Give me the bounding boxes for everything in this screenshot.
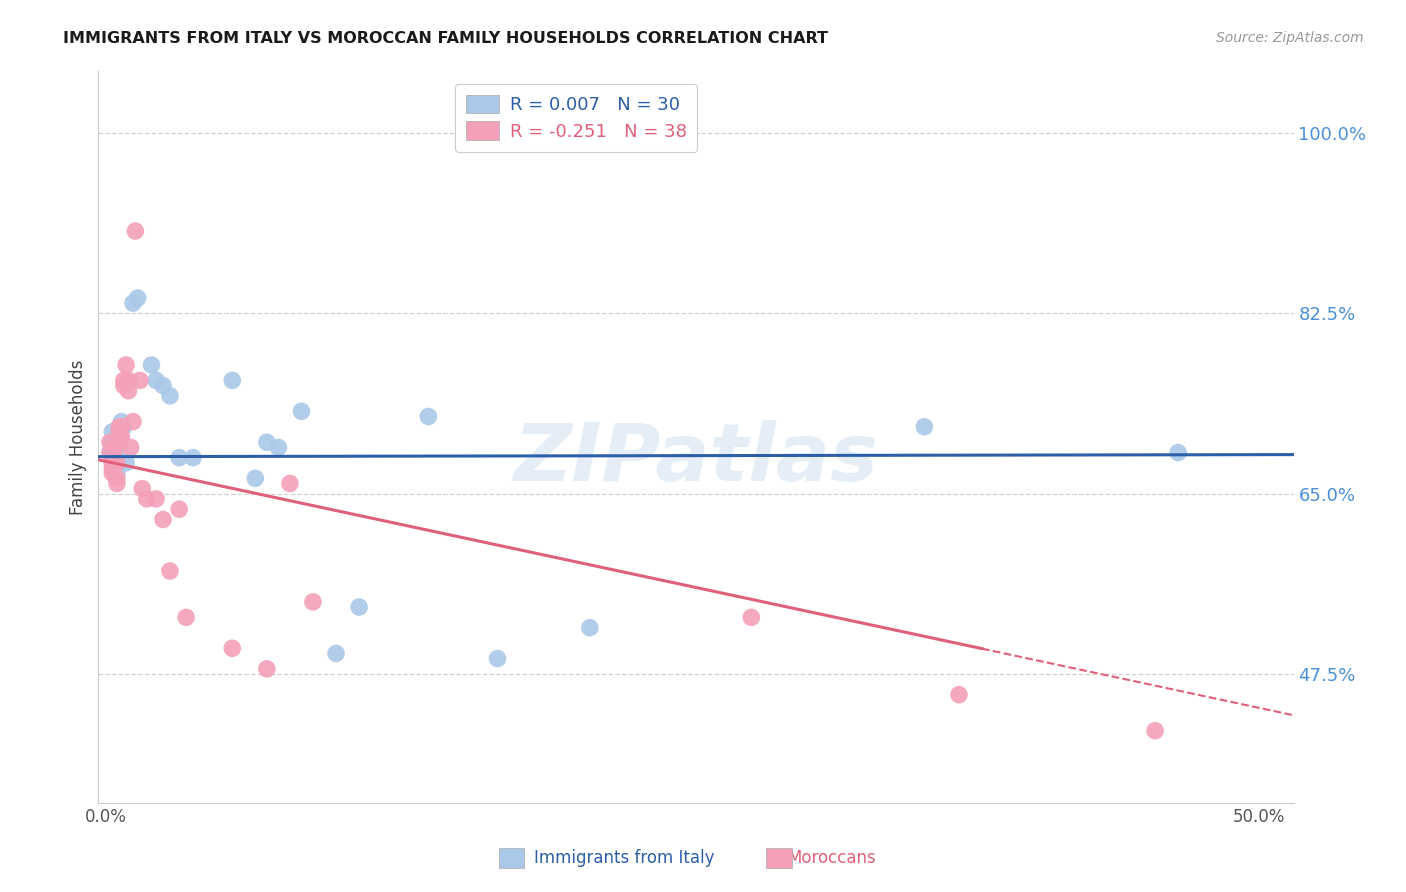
Point xyxy=(159,389,181,403)
Point xyxy=(112,373,135,387)
Point xyxy=(101,425,124,439)
Point xyxy=(120,441,142,455)
Point xyxy=(256,435,278,450)
Point xyxy=(108,425,131,439)
Text: Immigrants from Italy: Immigrants from Italy xyxy=(534,849,714,867)
Point xyxy=(103,441,125,455)
Y-axis label: Family Households: Family Households xyxy=(69,359,87,515)
Point xyxy=(1144,723,1167,738)
Point xyxy=(101,456,124,470)
Point xyxy=(290,404,312,418)
Point xyxy=(112,378,135,392)
Point xyxy=(101,461,124,475)
Point xyxy=(948,688,970,702)
Point xyxy=(108,441,131,455)
Point xyxy=(110,415,132,429)
Legend: R = 0.007   N = 30, R = -0.251   N = 38: R = 0.007 N = 30, R = -0.251 N = 38 xyxy=(456,84,697,152)
Point xyxy=(152,378,174,392)
Point xyxy=(912,419,935,434)
Point xyxy=(117,384,139,398)
Point xyxy=(115,358,138,372)
Point xyxy=(110,430,132,444)
Point xyxy=(174,610,197,624)
Point xyxy=(486,651,509,665)
Point xyxy=(135,491,157,506)
Point xyxy=(98,435,121,450)
Point xyxy=(124,224,146,238)
Point xyxy=(103,441,125,455)
Text: Source: ZipAtlas.com: Source: ZipAtlas.com xyxy=(1216,31,1364,45)
Point xyxy=(127,291,149,305)
Point xyxy=(131,482,153,496)
Point xyxy=(105,471,128,485)
Point xyxy=(98,445,121,459)
Point xyxy=(740,610,762,624)
Point xyxy=(221,373,243,387)
Point xyxy=(221,641,243,656)
Point xyxy=(145,491,167,506)
Point xyxy=(103,450,125,465)
Point xyxy=(152,512,174,526)
Point xyxy=(101,466,124,480)
Point xyxy=(145,373,167,387)
Point xyxy=(325,647,347,661)
Point xyxy=(105,476,128,491)
Point xyxy=(302,595,325,609)
Point xyxy=(167,450,190,465)
Point xyxy=(245,471,267,485)
Point xyxy=(1167,445,1189,459)
Text: Moroccans: Moroccans xyxy=(787,849,876,867)
Point xyxy=(167,502,190,516)
Point xyxy=(110,419,132,434)
Point xyxy=(105,466,128,480)
Point xyxy=(122,415,145,429)
Point xyxy=(141,358,163,372)
Point xyxy=(159,564,181,578)
Point xyxy=(108,419,131,434)
Point xyxy=(112,419,135,434)
Point xyxy=(347,600,370,615)
Point xyxy=(101,435,124,450)
Point xyxy=(256,662,278,676)
Text: ZIPatlas: ZIPatlas xyxy=(513,420,879,498)
Point xyxy=(181,450,204,465)
Point xyxy=(105,456,128,470)
Point xyxy=(115,456,138,470)
Point xyxy=(579,621,602,635)
Point xyxy=(117,373,139,387)
Point xyxy=(129,373,152,387)
Point xyxy=(122,296,145,310)
Point xyxy=(108,435,131,450)
Point xyxy=(278,476,301,491)
Point xyxy=(418,409,440,424)
Point xyxy=(105,456,128,470)
Point xyxy=(267,441,290,455)
Text: IMMIGRANTS FROM ITALY VS MOROCCAN FAMILY HOUSEHOLDS CORRELATION CHART: IMMIGRANTS FROM ITALY VS MOROCCAN FAMILY… xyxy=(63,31,828,46)
Point xyxy=(98,445,121,459)
